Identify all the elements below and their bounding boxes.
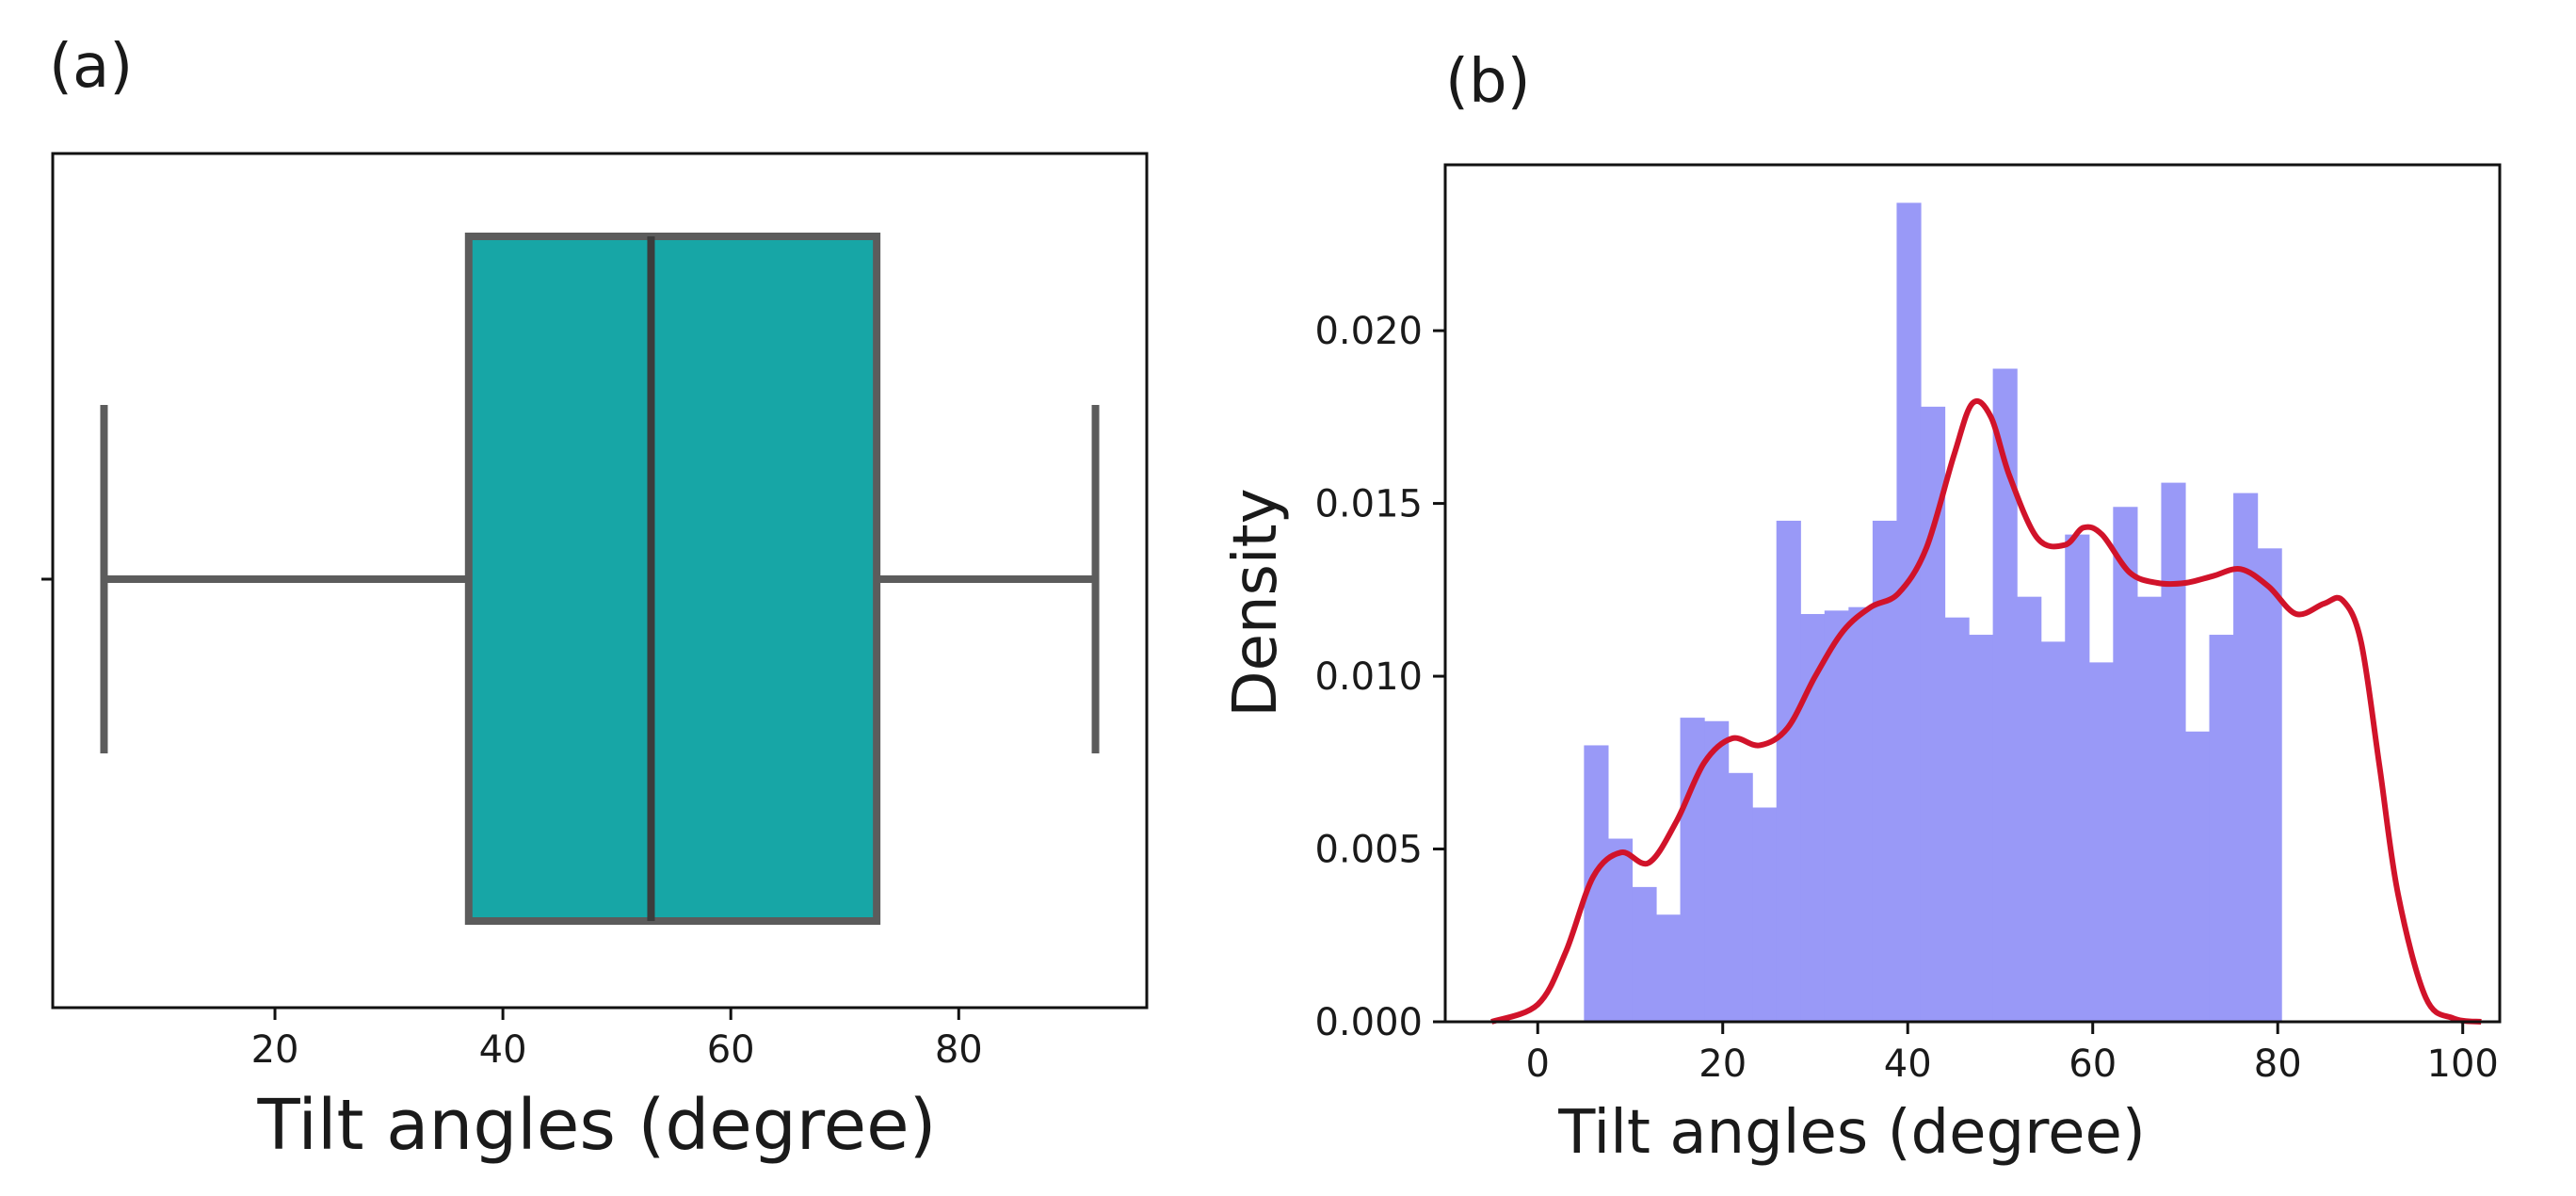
boxplot-x-tick-label: 40 <box>479 1028 527 1072</box>
histogram-y-tick-label: 0.000 <box>1314 1001 1423 1044</box>
kde-line <box>1490 397 2482 1025</box>
histogram-x-axis-title: Tilt angles (degree) <box>1557 1098 2146 1168</box>
boxplot-x-tick-label: 80 <box>935 1028 983 1072</box>
histogram-bar <box>1656 914 1682 1022</box>
histogram-bar <box>1632 886 1657 1022</box>
histogram-bar <box>1992 368 2018 1022</box>
histogram-bar <box>2184 731 2211 1022</box>
histogram-y-tick-label: 0.015 <box>1314 483 1423 526</box>
boxplot-chart: 20 40 60 80 <box>41 152 1149 1072</box>
histogram-bar <box>2113 507 2138 1022</box>
histogram-bar <box>2209 635 2234 1022</box>
histogram-bar <box>2065 534 2090 1022</box>
boxplot-box <box>464 233 881 925</box>
histogram-x-tick-label: 60 <box>2069 1042 2117 1086</box>
histogram-chart: 0 20 40 60 80 100 0.000 0.005 0.010 0.015 0.020 <box>1314 163 2502 1086</box>
histogram-x-tick-label: 20 <box>1699 1042 1747 1086</box>
histogram-bar <box>1607 838 1634 1022</box>
histogram-bar <box>1969 635 1994 1022</box>
histogram-bar <box>1896 202 1922 1022</box>
histogram-bar <box>1704 720 1730 1022</box>
boxplot-x-axis-title: Tilt angles (degree) <box>256 1085 936 1166</box>
histogram-bar <box>2017 596 2042 1022</box>
histogram-x-tick-label: 100 <box>2427 1042 2499 1086</box>
histogram-y-tick-label: 0.005 <box>1314 829 1423 872</box>
histogram-bar <box>2040 641 2066 1022</box>
histogram-bar <box>1944 617 1970 1022</box>
histogram-bar <box>2161 482 2186 1022</box>
histogram-bar <box>2136 596 2163 1022</box>
histogram-y-axis-title: Density <box>1221 488 1291 717</box>
histogram-bar <box>2233 493 2259 1022</box>
histogram-x-tick-label: 0 <box>1526 1042 1550 1086</box>
boxplot-x-tick-label: 60 <box>707 1028 755 1072</box>
panel-label-a: (a) <box>49 32 133 102</box>
histogram-y-tick-label: 0.010 <box>1314 655 1423 699</box>
histogram-bar <box>2088 662 2114 1022</box>
panel-label-b: (b) <box>1445 47 1531 117</box>
histogram-bar <box>1728 772 1753 1022</box>
histogram-x-tick-label: 80 <box>2254 1042 2302 1086</box>
histogram-bar <box>1752 807 1778 1022</box>
histogram-x-tick-label: 40 <box>1884 1042 1932 1086</box>
histogram-y-tick-label: 0.020 <box>1314 310 1423 353</box>
histogram-bar <box>1848 606 1874 1022</box>
histogram-frame <box>1443 163 2502 1024</box>
histogram-bar <box>2257 548 2282 1022</box>
histogram-bar <box>1824 610 1849 1022</box>
boxplot-x-tick-label: 20 <box>251 1028 299 1072</box>
histogram-bar <box>1776 520 1801 1022</box>
